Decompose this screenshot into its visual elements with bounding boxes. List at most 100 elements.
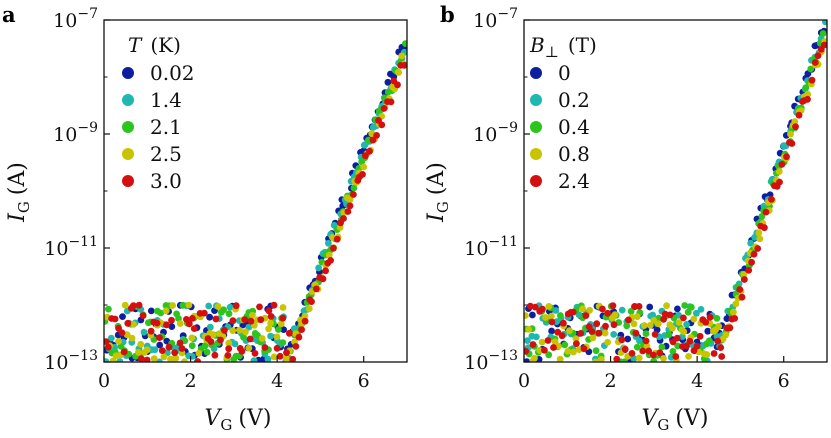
data-point [267, 332, 274, 340]
data-point [548, 318, 556, 326]
data-point [756, 235, 764, 243]
panel-b-legend-title: B⊥ (T) [529, 33, 597, 61]
data-point [258, 335, 266, 342]
y-tick-base: 10 [44, 352, 68, 374]
data-point [118, 329, 126, 337]
data-point [819, 30, 827, 37]
data-point [242, 328, 249, 336]
data-point [398, 52, 406, 60]
data-point [646, 303, 654, 311]
y-tick-label: 10−9 [473, 120, 518, 146]
data-point [387, 98, 395, 106]
y-tick-label: 10−11 [44, 234, 98, 260]
panel-b-legend-symbol: B [529, 33, 545, 57]
data-point [135, 348, 142, 356]
legend-marker [122, 67, 134, 79]
panel-b-legend-sub: ⊥ [545, 43, 559, 61]
data-point [340, 215, 347, 222]
data-point [566, 327, 573, 334]
data-point [531, 303, 539, 311]
data-point [577, 330, 585, 337]
data-point [814, 52, 822, 60]
data-point [660, 355, 667, 362]
data-point [225, 345, 233, 353]
panel-b-letter: b [440, 2, 455, 27]
data-point [710, 350, 718, 357]
y-tick-base: 10 [473, 124, 497, 146]
data-point [153, 319, 161, 327]
x-tick-label: 6 [358, 370, 370, 392]
data-point [240, 333, 247, 341]
data-point [628, 350, 636, 357]
legend-label: 0.4 [558, 115, 590, 139]
panel-a-legend-title: T (K) [128, 33, 181, 57]
x-tick-label: 4 [271, 370, 283, 392]
data-point [636, 337, 643, 345]
data-point [298, 326, 305, 333]
y-tick-exponent: −9 [497, 120, 518, 136]
data-point [630, 320, 638, 328]
data-point [319, 275, 327, 283]
data-point [604, 309, 611, 317]
data-point [604, 338, 611, 346]
data-point [582, 312, 590, 319]
data-point [768, 196, 775, 203]
data-point [156, 358, 163, 362]
legend-label: 1.4 [150, 88, 182, 112]
data-point [188, 353, 196, 360]
data-point [104, 338, 110, 345]
legend-label: 2.5 [150, 142, 182, 166]
data-point [573, 340, 580, 347]
data-point [633, 313, 641, 321]
data-point [640, 322, 648, 329]
data-point [168, 323, 176, 330]
data-point [748, 258, 755, 266]
data-point [633, 343, 641, 351]
y-tick-exponent: −13 [68, 348, 98, 364]
panel-a-xlabel-unit: (V) [238, 406, 271, 431]
data-point [588, 328, 596, 335]
legend-label: 0.2 [558, 88, 590, 112]
data-point [151, 346, 159, 354]
y-tick-label: 10−7 [473, 6, 518, 32]
data-point [138, 355, 145, 362]
data-point [394, 81, 401, 89]
data-point [755, 229, 763, 237]
data-point [673, 334, 681, 342]
panel-a-legend-symbol: T [128, 33, 143, 57]
y-tick-label: 10−13 [464, 348, 518, 374]
data-point [176, 320, 184, 327]
data-point [802, 84, 810, 91]
data-point [229, 317, 237, 325]
data-point [693, 309, 700, 317]
data-point [241, 316, 249, 323]
data-point [283, 355, 290, 362]
data-point [160, 353, 168, 361]
data-point [143, 346, 151, 354]
data-point [224, 352, 232, 359]
data-point [646, 322, 654, 329]
data-point [732, 300, 740, 308]
data-point [325, 239, 332, 247]
data-point [754, 245, 762, 252]
data-point [206, 313, 214, 321]
panel-a-ylabel-unit: (A) [5, 162, 30, 195]
data-point [524, 347, 530, 355]
panel-a-ylabel-sub: G [15, 201, 33, 213]
data-point [279, 304, 287, 311]
data-point [346, 202, 354, 210]
data-point [130, 321, 137, 328]
y-tick-label: 10−9 [53, 120, 98, 146]
data-point [792, 123, 799, 131]
data-point [301, 317, 309, 325]
y-tick-exponent: −11 [68, 234, 98, 250]
panel-a-legend-entries: 0.02 1.4 2.1 2.5 3.0 [122, 61, 195, 193]
data-point [203, 348, 211, 356]
data-point [217, 336, 224, 344]
data-point [135, 301, 143, 309]
data-point [589, 334, 597, 342]
data-point [745, 267, 753, 274]
panel-b-legend-entries: 0 0.2 0.4 0.8 2.4 [530, 61, 590, 193]
